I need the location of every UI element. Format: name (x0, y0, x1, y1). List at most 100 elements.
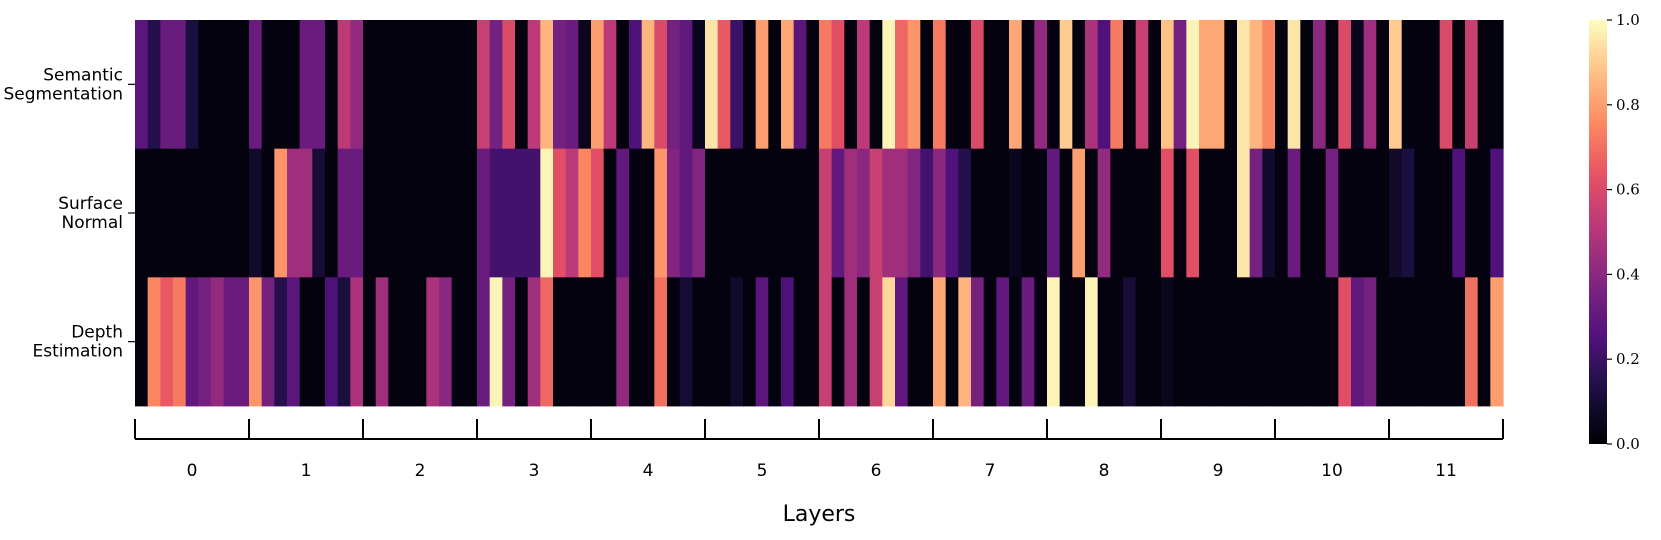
heatmap-cell (616, 20, 630, 150)
heatmap-cell (1439, 20, 1453, 150)
heatmap-cell (806, 148, 820, 278)
heatmap-cell (185, 148, 199, 278)
heatmap-cell (1300, 277, 1314, 407)
heatmap-cell (1275, 20, 1289, 150)
heatmap-cell (299, 148, 313, 278)
heatmap-cell (1135, 277, 1149, 407)
heatmap-cell (185, 277, 199, 407)
heatmap-cell (1110, 277, 1124, 407)
heatmap-cell (717, 148, 731, 278)
heatmap-cell (540, 20, 554, 150)
heatmap-cell (1173, 20, 1187, 150)
heatmap-cell (211, 277, 225, 407)
colorbar-tick-label: 0.0 (1616, 435, 1640, 453)
heatmap-cell (958, 277, 972, 407)
heatmap-cell (1325, 148, 1339, 278)
heatmap-cell (895, 148, 909, 278)
heatmap-cell (261, 277, 275, 407)
heatmap-cell (527, 148, 541, 278)
heatmap-cell (768, 277, 782, 407)
heatmap-cell (1237, 148, 1251, 278)
heatmap-cell (1414, 148, 1428, 278)
heatmap-cell (730, 20, 744, 150)
colorbar-tick-label: 0.8 (1616, 96, 1640, 114)
heatmap-cell (1059, 148, 1073, 278)
heatmap-cell (1389, 20, 1403, 150)
heatmap-cell (641, 277, 655, 407)
x-axis-title: Layers (783, 502, 856, 527)
heatmap-cell (565, 20, 579, 150)
heatmap-cell (451, 277, 465, 407)
heatmap-cell (743, 20, 757, 150)
heatmap-cell (1389, 277, 1403, 407)
heatmap-cell (1477, 277, 1491, 407)
heatmap-cell (1249, 20, 1263, 150)
heatmap-cell (299, 277, 313, 407)
heatmap-cell (1300, 20, 1314, 150)
heatmap-cell (1009, 148, 1023, 278)
heatmap-cell (489, 148, 503, 278)
heatmap-cell (1490, 277, 1504, 407)
heatmap-cell (1275, 277, 1289, 407)
heatmap-cell (705, 20, 719, 150)
heatmap-cell (1021, 20, 1035, 150)
heatmap-cell (1085, 20, 1099, 150)
heatmap-cell (223, 148, 237, 278)
heatmap-cell (768, 148, 782, 278)
heatmap-cell (907, 20, 921, 150)
heatmap-cell (1085, 148, 1099, 278)
heatmap-cell (971, 148, 985, 278)
heatmap-cell (1110, 20, 1124, 150)
heatmap-cell (958, 20, 972, 150)
heatmap-cell (274, 148, 288, 278)
heatmap-cell (1376, 20, 1390, 150)
heatmap-cell (223, 20, 237, 150)
heatmap-cell (933, 20, 947, 150)
heatmap-cell (375, 148, 389, 278)
heatmap-cell (933, 277, 947, 407)
heatmap-cell (1021, 277, 1035, 407)
heatmap-cell (540, 148, 554, 278)
heatmap-cell (1135, 148, 1149, 278)
heatmap-cell (945, 20, 959, 150)
heatmap-cell (1123, 20, 1137, 150)
heatmap-cell (439, 277, 453, 407)
heatmap-cell (211, 148, 225, 278)
heatmap-cell (591, 20, 605, 150)
heatmap-cell (755, 20, 769, 150)
heatmap-cell (1287, 20, 1301, 150)
heatmap-cell (1439, 148, 1453, 278)
heatmap-cell (933, 148, 947, 278)
heatmap-cell (1123, 148, 1137, 278)
heatmap-cell (857, 20, 871, 150)
heatmap-cell (1161, 148, 1175, 278)
heatmap-cell (515, 20, 529, 150)
heatmap-cell (1363, 148, 1377, 278)
row-label: Estimation (32, 342, 123, 362)
heatmap-cell (350, 148, 364, 278)
heatmap-cell (958, 148, 972, 278)
layer-group-axis: 0 1 2 3 4 5 6 7 8 9 10 11 (134, 419, 1504, 481)
heatmap-cell (1452, 148, 1466, 278)
group-tick-label: 0 (187, 461, 198, 481)
heatmap-cell (907, 277, 921, 407)
heatmap-cell (819, 148, 833, 278)
heatmap-cell (299, 20, 313, 150)
heatmap-cell (515, 277, 529, 407)
heatmap-cell (983, 148, 997, 278)
heatmap-cell (1161, 277, 1175, 407)
heatmap-cell (1148, 148, 1162, 278)
colorbar-tick-label: 0.2 (1616, 350, 1640, 368)
group-tick-label: 11 (1435, 461, 1457, 481)
heatmap-cell (426, 277, 440, 407)
heatmap-cell (1313, 20, 1327, 150)
heatmap-cell (553, 277, 567, 407)
heatmap-cell (578, 148, 592, 278)
heatmap-cell (654, 277, 668, 407)
heatmap-cell (160, 20, 174, 150)
heatmap-cell (401, 20, 415, 150)
heatmap-cell (1414, 20, 1428, 150)
heatmap-cell (1351, 277, 1365, 407)
heatmap-cell (1351, 20, 1365, 150)
heatmap-cell (1059, 277, 1073, 407)
